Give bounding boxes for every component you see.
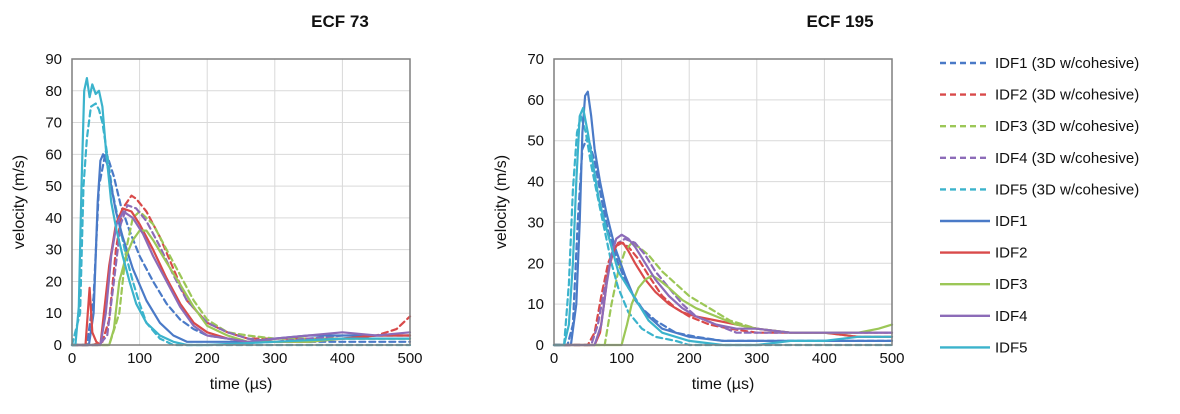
legend-label: IDF4 xyxy=(995,308,1028,325)
legend-label: IDF5 (3D w/cohesive) xyxy=(995,181,1139,198)
chart-title: ECF 195 xyxy=(806,12,873,31)
y-tick-label: 0 xyxy=(54,337,62,354)
x-tick-label: 400 xyxy=(812,350,837,367)
y-axis-label: velocity (m/s) xyxy=(11,155,28,249)
y-tick-label: 60 xyxy=(527,92,544,109)
legend-label: IDF3 xyxy=(995,276,1028,293)
series-line xyxy=(70,150,412,347)
x-tick-label: 0 xyxy=(550,350,558,367)
series-line xyxy=(70,102,412,347)
series-line xyxy=(552,135,894,347)
x-tick-label: 100 xyxy=(609,350,634,367)
y-tick-label: 70 xyxy=(45,115,62,132)
y-tick-label: 40 xyxy=(527,174,544,191)
x-tick-label: 400 xyxy=(330,350,355,367)
chart-title: ECF 73 xyxy=(311,12,369,31)
y-tick-label: 20 xyxy=(527,255,544,272)
x-tick-label: 500 xyxy=(397,350,422,367)
y-axis-label: velocity (m/s) xyxy=(493,155,510,249)
y-tick-label: 20 xyxy=(45,273,62,290)
x-axis-label: time (µs) xyxy=(692,376,755,393)
y-tick-label: 80 xyxy=(45,83,62,100)
y-tick-label: 60 xyxy=(45,146,62,163)
x-tick-label: 300 xyxy=(262,350,287,367)
x-axis-label: time (µs) xyxy=(210,376,273,393)
legend-item: IDF4 (3D w/cohesive) xyxy=(940,150,1139,167)
legend-item: IDF4 xyxy=(940,308,1028,325)
x-tick-label: 0 xyxy=(68,350,76,367)
legend-item: IDF5 xyxy=(940,339,1028,356)
legend-item: IDF2 (3D w/cohesive) xyxy=(940,87,1139,104)
y-tick-label: 90 xyxy=(45,51,62,68)
series-line xyxy=(552,90,894,347)
legend-label: IDF3 (3D w/cohesive) xyxy=(995,118,1139,135)
plot-frame xyxy=(71,58,411,346)
legend-item: IDF2 xyxy=(940,245,1028,262)
y-tick-label: 10 xyxy=(45,305,62,322)
y-tick-label: 70 xyxy=(527,51,544,68)
x-tick-label: 200 xyxy=(677,350,702,367)
legend-label: IDF1 xyxy=(995,213,1028,230)
series-line xyxy=(70,210,412,347)
plot-frame xyxy=(553,58,893,346)
series-line xyxy=(70,210,412,347)
chart-panel-1: 0 100 200 300 400 500 0 10 20 30 40 50 60 70 80 90 ECF 7… xyxy=(11,12,423,393)
series-line xyxy=(70,204,412,347)
y-tick-label: 50 xyxy=(45,178,62,195)
series-line xyxy=(70,229,412,347)
x-tick-label: 200 xyxy=(195,350,220,367)
series-line xyxy=(70,207,412,347)
y-tick-label: 30 xyxy=(527,214,544,231)
y-tick-label: 0 xyxy=(536,337,544,354)
legend-item: IDF1 (3D w/cohesive) xyxy=(940,55,1139,72)
chart-panel-2: 0 100 200 300 400 500 0 10 20 30 40 50 60 70 ECF 195 ti… xyxy=(493,12,905,393)
legend-item: IDF3 (3D w/cohesive) xyxy=(940,118,1139,135)
x-tick-label: 300 xyxy=(744,350,769,367)
x-tick-label: 500 xyxy=(879,350,904,367)
legend-label: IDF5 xyxy=(995,339,1028,356)
legend-label: IDF2 xyxy=(995,245,1028,262)
series-line xyxy=(552,115,894,347)
legend-label: IDF1 (3D w/cohesive) xyxy=(995,55,1139,72)
y-tick-label: 40 xyxy=(45,210,62,227)
legend-label: IDF2 (3D w/cohesive) xyxy=(995,87,1139,104)
y-tick-label: 50 xyxy=(527,133,544,150)
legend-label: IDF4 (3D w/cohesive) xyxy=(995,150,1139,167)
series-line xyxy=(552,233,894,347)
legend-item: IDF5 (3D w/cohesive) xyxy=(940,181,1139,198)
legend-item: IDF3 xyxy=(940,276,1028,293)
series-line xyxy=(552,106,894,347)
y-tick-label: 30 xyxy=(45,242,62,259)
legend: IDF1 (3D w/cohesive) IDF2 (3D w/cohesive)… xyxy=(940,55,1139,356)
series-line xyxy=(70,194,412,347)
y-tick-label: 10 xyxy=(527,296,544,313)
x-tick-label: 100 xyxy=(127,350,152,367)
legend-item: IDF1 xyxy=(940,213,1028,230)
